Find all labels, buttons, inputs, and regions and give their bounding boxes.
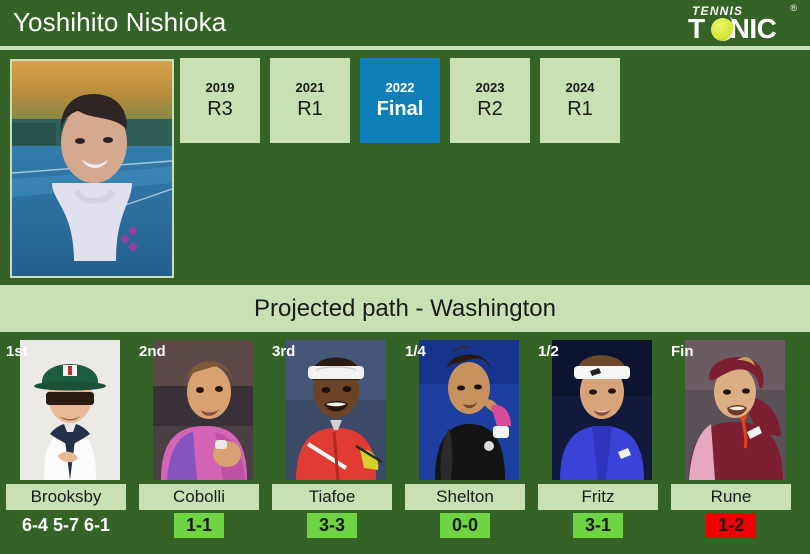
opponent-name-plate: Fritz <box>538 484 658 510</box>
h2h-record: 3-1 <box>572 513 623 538</box>
opponent-photo-cobolli <box>153 340 253 480</box>
path-card-final[interactable]: Fin <box>665 332 797 554</box>
registered-mark-icon: ® <box>790 3 797 13</box>
round-label: 1/4 <box>405 343 426 360</box>
path-card-3rd[interactable]: 3rd <box>266 332 398 554</box>
round-label: 3rd <box>272 343 296 360</box>
opponent-photo-image <box>419 340 519 480</box>
opponent-photo-shelton <box>419 340 519 480</box>
history-box-2021[interactable]: 2021 R1 <box>270 58 350 143</box>
history-year: 2019 <box>205 80 235 95</box>
profile-band: 2019 R3 2021 R1 2022 Final 2023 R2 2024 … <box>0 50 810 285</box>
round-label: 1/2 <box>538 343 559 360</box>
opponent-photo-brooksby <box>20 340 120 480</box>
opponent-name: Fritz <box>581 487 615 506</box>
opponent-name: Rune <box>710 487 752 506</box>
history-box-2022[interactable]: 2022 Final <box>360 58 440 143</box>
opponent-name-plate: Tiafoe <box>272 484 392 510</box>
opponent-name-plate: Cobolli <box>139 484 259 510</box>
score-wrapper: 3-1 <box>532 513 664 538</box>
path-card-semi[interactable]: 1/2 Fritz <box>532 332 664 554</box>
h2h-record: 1-2 <box>705 513 756 538</box>
history-box-2019[interactable]: 2019 R3 <box>180 58 260 143</box>
player-portrait-image <box>12 61 172 276</box>
opponent-photo-rune <box>685 340 785 480</box>
round-label: 1st <box>6 343 28 360</box>
page-title: Yoshihito Nishioka <box>13 7 227 37</box>
opponent-photo-image <box>20 340 120 480</box>
history-year: 2022 <box>385 80 415 95</box>
history-result: R1 <box>297 98 323 120</box>
history-year: 2023 <box>475 80 505 95</box>
logo-tennis-text: TENNIS <box>692 4 744 18</box>
opponent-photo-image <box>552 340 652 480</box>
h2h-record: 1-1 <box>173 513 224 538</box>
opponent-photo-tiafoe <box>286 340 386 480</box>
history-result: R2 <box>477 98 503 120</box>
projected-path-header: Projected path - Washington <box>0 285 810 332</box>
logo-tonic-nic: NIC <box>729 13 777 44</box>
history-box-2023[interactable]: 2023 R2 <box>450 58 530 143</box>
site-logo[interactable]: TENNIS ® T NIC <box>682 3 800 43</box>
logo-tonic-t: T <box>688 13 705 44</box>
opponent-name-plate: Shelton <box>405 484 525 510</box>
path-card-2nd[interactable]: 2nd Coboll <box>133 332 265 554</box>
history-year: 2021 <box>295 80 325 95</box>
history-result: Final <box>376 98 424 120</box>
history-year: 2024 <box>565 80 595 95</box>
opponent-photo-fritz <box>552 340 652 480</box>
score-wrapper: 1-1 <box>133 513 265 538</box>
path-card-1st[interactable]: 1st Brooks <box>0 332 132 554</box>
projected-path-title: Projected path - Washington <box>254 294 556 322</box>
path-card-quarter[interactable]: 1/4 <box>399 332 531 554</box>
history-box-2024[interactable]: 2024 R1 <box>540 58 620 143</box>
history-result: R3 <box>207 98 233 120</box>
projected-path-cards: 1st Brooks <box>0 332 810 554</box>
logo-tonic-text: T NIC <box>688 13 777 44</box>
opponent-photo-image <box>286 340 386 480</box>
score-wrapper: 3-3 <box>266 513 398 538</box>
round-label: 2nd <box>139 343 166 360</box>
match-score: 6-4 5-7 6-1 <box>21 515 111 535</box>
opponent-photo-image <box>685 340 785 480</box>
history-result: R1 <box>567 98 593 120</box>
opponent-name-plate: Brooksby <box>6 484 126 510</box>
h2h-record: 0-0 <box>439 513 490 538</box>
page-header: Yoshihito Nishioka TENNIS ® T NIC <box>0 0 810 46</box>
score-wrapper: 6-4 5-7 6-1 <box>0 513 132 538</box>
score-wrapper: 0-0 <box>399 513 531 538</box>
round-label: Fin <box>671 343 694 360</box>
score-wrapper: 1-2 <box>665 513 797 538</box>
header-divider <box>0 46 810 50</box>
opponent-photo-image <box>153 340 253 480</box>
opponent-name: Tiafoe <box>308 487 356 506</box>
tennis-ball-icon <box>711 18 734 41</box>
opponent-name: Shelton <box>436 487 494 506</box>
tournament-history-row: 2019 R3 2021 R1 2022 Final 2023 R2 2024 … <box>180 58 620 143</box>
opponent-name-plate: Rune <box>671 484 791 510</box>
h2h-record: 3-3 <box>306 513 357 538</box>
opponent-name: Brooksby <box>30 487 102 506</box>
opponent-name: Cobolli <box>173 487 225 506</box>
player-portrait <box>10 59 174 278</box>
